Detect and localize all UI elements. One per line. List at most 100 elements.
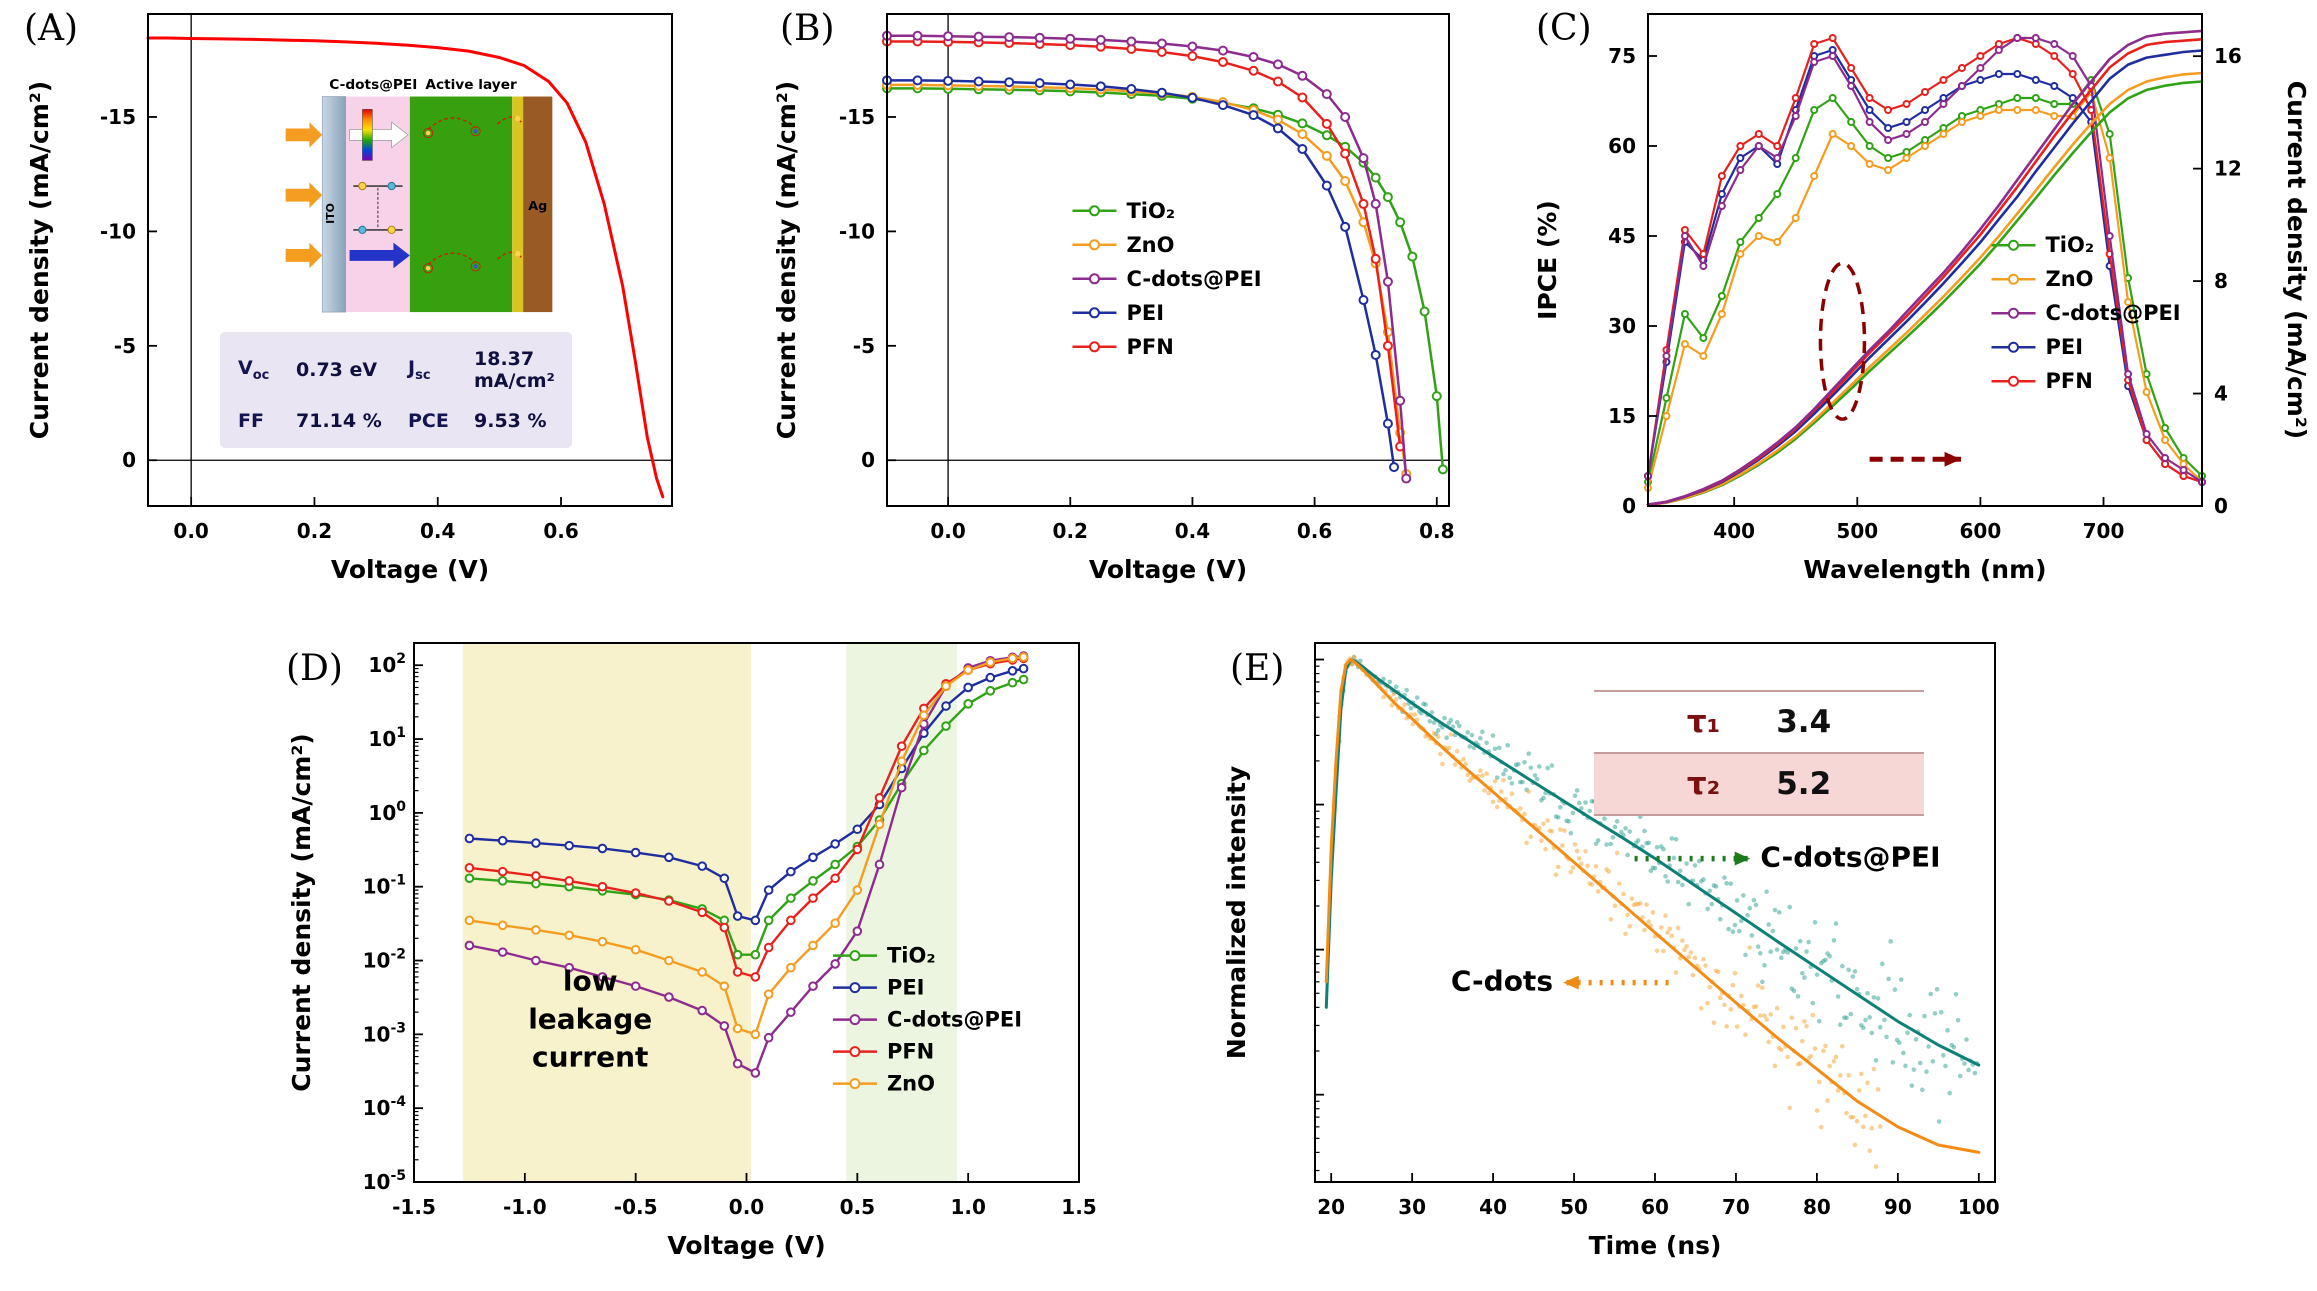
series-marker <box>1994 70 2003 78</box>
scatter-point <box>1492 778 1498 784</box>
x-axis-label: Voltage (V) <box>331 555 489 584</box>
series-marker <box>2142 430 2151 438</box>
scatter-point <box>1905 1030 1910 1036</box>
series-marker <box>732 1058 743 1069</box>
scatter-point <box>1964 1037 1969 1042</box>
scatter-point <box>1669 933 1675 939</box>
x-tick-label: 20 <box>1317 1195 1345 1219</box>
scatter-point <box>1812 1046 1818 1051</box>
scatter-point <box>1850 1114 1856 1120</box>
scatter-point <box>1778 955 1784 961</box>
scatter-point <box>1612 903 1618 909</box>
series-marker <box>1395 395 1406 406</box>
scatter-point <box>1440 725 1445 730</box>
scatter-point <box>1936 1119 1942 1124</box>
scatter-point <box>1682 947 1687 953</box>
photon-arrows-icon <box>285 122 323 269</box>
schematic-active-label: Active layer <box>425 77 517 93</box>
series-marker <box>1884 106 1893 114</box>
scatter-point <box>1753 1004 1759 1009</box>
scatter-point <box>1877 1124 1883 1129</box>
scatter-point <box>1837 1073 1843 1078</box>
scatter-point <box>1614 850 1620 856</box>
ag-label: Ag <box>528 199 547 214</box>
legend-entry-label: C-dots@PEI <box>1126 267 1261 291</box>
scatter-point <box>1869 1125 1875 1131</box>
x-axis-label: Time (ns) <box>1589 1231 1722 1260</box>
series-marker <box>1847 82 1856 90</box>
y-tick-label: 10-2 <box>363 947 406 973</box>
series-marker <box>630 888 641 898</box>
scatter-point <box>1528 834 1534 840</box>
x-tick-label: -0.5 <box>614 1195 658 1219</box>
panel-a-chart: 0.0 0.2 0.4 0.6 -15 -10 -5 0 Voltage (V) Current … <box>25 13 673 584</box>
scatter-point <box>1616 881 1622 886</box>
scatter-point <box>1867 1015 1872 1020</box>
series-marker <box>1272 76 1283 87</box>
scatter-point <box>1557 804 1563 810</box>
scatter-point <box>1614 819 1620 824</box>
series-marker <box>1791 112 1800 120</box>
legend-entry-label: PEI <box>2045 335 2083 359</box>
tau1-label: τ₁ <box>1686 704 1721 740</box>
series-marker <box>1431 391 1442 402</box>
series-marker <box>1884 124 1893 132</box>
series-marker <box>630 847 641 858</box>
jsc-value: 18.37 mA/cm² <box>474 348 555 392</box>
scatter-point <box>1892 987 1898 992</box>
series-marker <box>464 873 475 884</box>
annotation-text: leakage <box>528 1003 652 1036</box>
scatter-point <box>1781 1024 1786 1030</box>
scatter-point <box>1478 735 1483 741</box>
scatter-point <box>1831 1059 1837 1064</box>
series-marker <box>1939 76 1948 84</box>
series-marker <box>808 852 818 863</box>
scatter-point <box>1920 1087 1925 1093</box>
panel-label-c: (C) <box>1536 8 1592 49</box>
scatter-point <box>1795 994 1801 999</box>
series-marker <box>464 833 475 844</box>
scatter-point <box>1545 818 1550 823</box>
panel-c-chart: 400 500 600 700 0 15 30 45 60 75 0 4 8 12 16 Wavelength… <box>1533 13 2311 584</box>
ff-value: 71.14 % <box>296 410 382 432</box>
series-marker <box>786 915 796 926</box>
y-axis-label: IPCE (%) <box>1533 200 1562 320</box>
series-marker <box>1156 38 1167 49</box>
schematic-stack <box>321 96 553 313</box>
scatter-point <box>1652 865 1658 871</box>
tau1-row: τ₁ 3.4 <box>1594 690 1924 754</box>
series-line <box>468 667 1025 922</box>
scatter-point <box>1930 1059 1936 1064</box>
series-marker <box>719 922 730 933</box>
series-marker <box>1902 118 1911 126</box>
series-marker <box>1902 130 1911 138</box>
scatter-point <box>1480 729 1485 735</box>
scatter-point <box>1608 841 1614 847</box>
scatter-point <box>1484 740 1489 746</box>
series-line <box>1324 658 1981 1154</box>
series-marker <box>1321 89 1332 100</box>
scatter-point <box>1494 775 1500 780</box>
series-marker <box>1865 160 1874 168</box>
scatter-point <box>1574 788 1580 793</box>
scatter-point <box>1431 731 1437 736</box>
series-marker <box>1976 64 1985 72</box>
x-tick-label: 0.2 <box>1053 519 1088 543</box>
series-marker <box>664 955 674 966</box>
series-marker <box>1773 142 1782 150</box>
voc-value: 0.73 eV <box>296 359 378 381</box>
scatter-point <box>1736 928 1742 934</box>
scatter-point <box>1478 768 1483 774</box>
scatter-point <box>1957 1073 1963 1079</box>
scatter-point <box>1726 926 1731 932</box>
scatter-point <box>1541 821 1546 827</box>
panel-label-b: (B) <box>780 8 835 49</box>
scatter-point <box>1646 919 1651 924</box>
scatter-point <box>1690 972 1696 978</box>
y-tick-label: -10 <box>839 219 875 243</box>
scatter-point <box>1675 879 1681 885</box>
legend-entry-label: ZnO <box>887 1072 935 1096</box>
series-marker <box>2124 298 2133 306</box>
scatter-point <box>1732 970 1738 976</box>
scatter-point <box>1654 948 1660 954</box>
